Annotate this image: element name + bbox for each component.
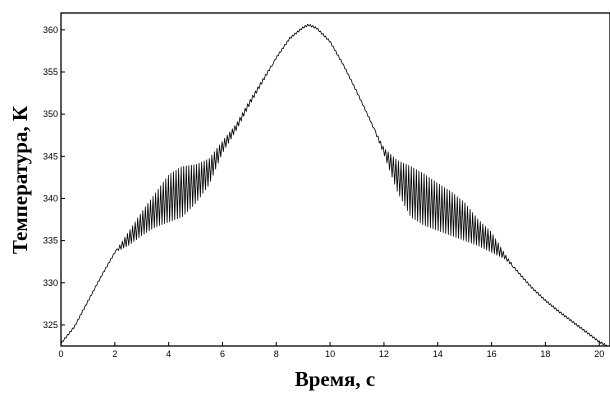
series-layer bbox=[60, 23, 608, 347]
x-tick-label: 16 bbox=[487, 349, 497, 359]
y-tick-label: 335 bbox=[43, 236, 58, 246]
x-tick-label: 0 bbox=[58, 349, 63, 359]
x-tick-label: 14 bbox=[433, 349, 443, 359]
x-tick-label: 8 bbox=[274, 349, 279, 359]
y-tick-label: 360 bbox=[43, 25, 58, 35]
x-tick-label: 10 bbox=[325, 349, 335, 359]
y-tick-label: 325 bbox=[43, 320, 58, 330]
y-tick-label: 340 bbox=[43, 193, 58, 203]
x-axis-label: Время, с bbox=[295, 367, 376, 391]
x-tick-label: 2 bbox=[112, 349, 117, 359]
x-tick-label: 20 bbox=[594, 349, 604, 359]
y-tick-label: 355 bbox=[43, 67, 58, 77]
x-tick-label: 18 bbox=[540, 349, 550, 359]
plot-frame bbox=[60, 12, 610, 347]
x-tick-label: 4 bbox=[166, 349, 171, 359]
x-tick-label: 12 bbox=[379, 349, 389, 359]
y-tick-label: 350 bbox=[43, 109, 58, 119]
y-tick-label: 330 bbox=[43, 278, 58, 288]
axis-ticks: 0 2 4 6 8 10 12 14 16 18 20 325 330 335 340 345 350 355 36… bbox=[43, 25, 604, 359]
y-tick-label: 345 bbox=[43, 151, 58, 161]
y-axis-label: Температура, К bbox=[8, 105, 32, 254]
x-tick-label: 6 bbox=[220, 349, 225, 359]
temperature-series-line bbox=[60, 23, 608, 347]
